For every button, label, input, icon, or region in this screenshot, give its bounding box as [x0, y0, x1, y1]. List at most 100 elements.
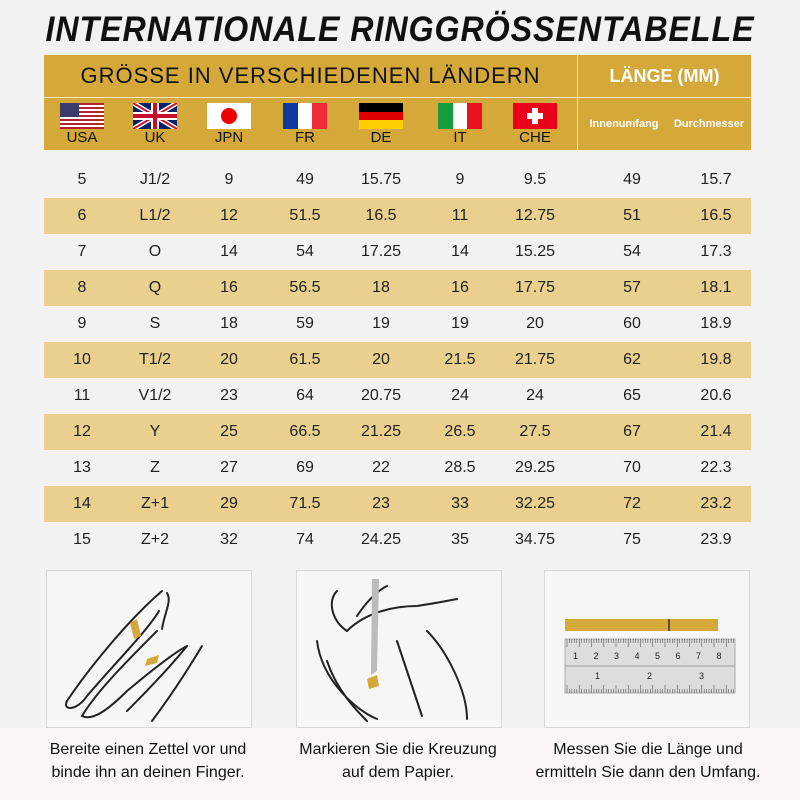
- table-header: GRÖSSE IN VERSCHIEDENEN LÄNDERN LÄNGE (M…: [44, 55, 751, 150]
- table-row: 14 Z+1 29 71.5 23 33 32.25 72 23.2: [44, 486, 751, 522]
- table-cell: 10: [73, 351, 91, 368]
- flag-che: CHE: [513, 103, 557, 147]
- table-row: 8 Q 16 56.5 18 16 17.75 57 18.1: [44, 270, 751, 306]
- table-cell: 24.25: [360, 531, 402, 548]
- table-cell: 23: [220, 387, 238, 404]
- table-cell: 61.5: [289, 351, 321, 368]
- table-cell: 54: [623, 243, 641, 260]
- table-row: 13 Z 27 69 22 28.5 29.25 70 22.3: [44, 450, 751, 486]
- table-cell: 20.6: [700, 387, 732, 404]
- table-cell: 23.2: [700, 495, 732, 512]
- table-cell: 20: [526, 315, 544, 332]
- table-cell: 20.75: [360, 387, 402, 404]
- table-cell: 7: [77, 243, 87, 260]
- flag-jpn: JPN: [207, 103, 251, 147]
- table-cell: 9.5: [523, 171, 547, 188]
- uk-flag-icon: [133, 103, 177, 129]
- flag-de: DE: [359, 103, 403, 147]
- ruler-cm-label: 6: [676, 651, 681, 661]
- usa-flag-icon: [60, 103, 104, 129]
- table-cell: 16.5: [700, 207, 732, 224]
- table-cell: 66.5: [289, 423, 321, 440]
- ruler-cm-label: 8: [717, 651, 722, 661]
- table-cell: 11: [451, 207, 469, 224]
- ruler-inch-label: 1: [595, 671, 600, 681]
- page-title: INTERNATIONALE RINGGRÖSSENTABELLE: [45, 10, 755, 49]
- de-flag-icon: [359, 103, 403, 129]
- table-cell: 27: [220, 459, 238, 476]
- table-cell: 15.7: [700, 171, 732, 188]
- table-cell: 19: [451, 315, 469, 332]
- table-cell: 23: [372, 495, 390, 512]
- hand-with-paper-icon: [65, 590, 203, 722]
- table-cell: 59: [296, 315, 314, 332]
- table-cell: 18: [372, 279, 390, 296]
- table-cell: 16: [220, 279, 238, 296]
- table-cell: 9: [455, 171, 465, 188]
- table-cell: 60: [623, 315, 641, 332]
- table-cell: 27.5: [519, 423, 551, 440]
- country-label: FR: [295, 129, 315, 146]
- jpn-flag-icon: [207, 103, 251, 129]
- table-cell: 23.9: [700, 531, 732, 548]
- col-durchmesser: Durchmesser: [673, 118, 745, 130]
- ruler-inch-label: 2: [647, 671, 652, 681]
- table-cell: Z+2: [140, 531, 169, 548]
- table-cell: 69: [296, 459, 314, 476]
- table-cell: 54: [296, 243, 314, 260]
- table-row: 9 S 18 59 19 19 20 60 18.9: [44, 306, 751, 342]
- table-cell: 6: [77, 207, 87, 224]
- table-cell: Q: [148, 279, 162, 296]
- caption-line: ermitteln Sie dann den Umfang.: [535, 764, 761, 781]
- caption-line: auf dem Papier.: [341, 764, 455, 781]
- col-innenumfang: Innenumfang: [589, 118, 659, 130]
- table-row: 5 J1/2 9 49 15.75 9 9.5 49 15.7: [44, 162, 751, 198]
- country-label: UK: [144, 129, 166, 146]
- table-cell: 51: [623, 207, 641, 224]
- table-cell: 15.75: [360, 171, 402, 188]
- table-cell: 21.4: [700, 423, 732, 440]
- ruler-cm-label: 5: [655, 651, 660, 661]
- ruler-inch-label: 3: [699, 671, 704, 681]
- table-cell: 15: [73, 531, 91, 548]
- table-cell: L1/2: [139, 207, 171, 224]
- ruler-icon: 1 2 3 4 5 6 7 8 1 2 3: [564, 619, 736, 694]
- table-cell: 21.25: [360, 423, 402, 440]
- table-cell: 49: [623, 171, 641, 188]
- table-cell: Z+1: [140, 495, 169, 512]
- table-row: 6 L1/2 12 51.5 16.5 11 12.75 51 16.5: [44, 198, 751, 234]
- table-cell: 16.5: [365, 207, 397, 224]
- flag-row: USA UK JPN FR DE IT CHE: [44, 98, 578, 150]
- table-cell: 28.5: [444, 459, 476, 476]
- flag-it: IT: [438, 103, 482, 147]
- country-label: USA: [66, 129, 98, 146]
- table-cell: 11: [73, 387, 91, 404]
- table-cell: V1/2: [138, 387, 172, 404]
- table-cell: 65: [623, 387, 641, 404]
- table-cell: 26.5: [444, 423, 476, 440]
- table-cell: 22.3: [700, 459, 732, 476]
- che-flag-icon: [513, 103, 557, 129]
- table-cell: 22: [372, 459, 390, 476]
- step-3-caption: Messen Sie die Länge und ermitteln Sie da…: [514, 738, 782, 784]
- table-cell: Y: [149, 423, 161, 440]
- table-cell: 20: [372, 351, 390, 368]
- it-flag-icon: [438, 103, 482, 129]
- table-cell: 12: [220, 207, 238, 224]
- table-cell: 67: [623, 423, 641, 440]
- ruler-cm-label: 2: [594, 651, 599, 661]
- table-cell: 56.5: [289, 279, 321, 296]
- table-cell: 8: [77, 279, 87, 296]
- caption-line: Messen Sie die Länge und: [553, 741, 743, 758]
- flag-usa: USA: [60, 103, 104, 147]
- table-cell: 21.5: [444, 351, 476, 368]
- table-row: 7 O 14 54 17.25 14 15.25 54 17.3: [44, 234, 751, 270]
- country-label: JPN: [214, 129, 244, 146]
- step-2-illustration: [296, 570, 502, 728]
- table-cell: 12: [73, 423, 91, 440]
- table-cell: S: [149, 315, 161, 332]
- country-label: CHE: [519, 129, 551, 146]
- table-cell: 18.1: [700, 279, 732, 296]
- table-cell: 14: [220, 243, 238, 260]
- table-cell: 35: [451, 531, 469, 548]
